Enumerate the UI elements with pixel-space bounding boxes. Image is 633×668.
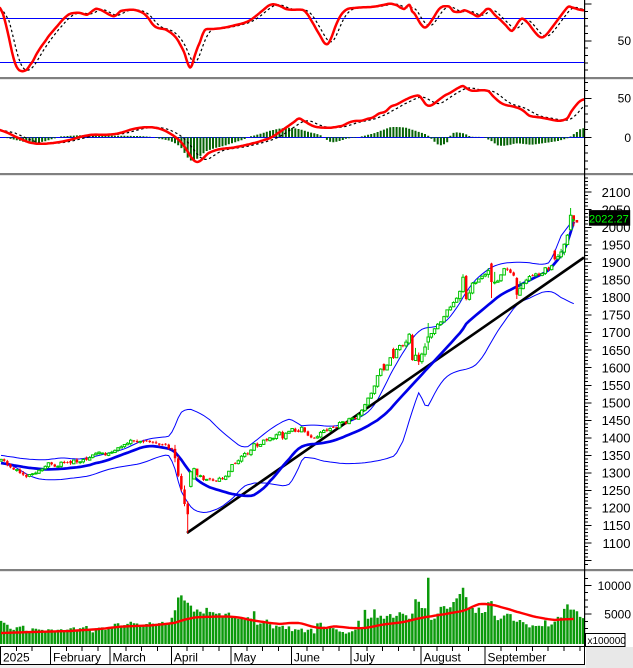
svg-text:February: February [53, 651, 101, 665]
svg-text:1100: 1100 [603, 536, 631, 551]
svg-text:x100000: x100000 [588, 636, 627, 647]
svg-text:1800: 1800 [602, 290, 631, 305]
svg-text:1200: 1200 [602, 501, 631, 516]
svg-text:March: March [113, 651, 146, 665]
svg-text:5000: 5000 [604, 608, 631, 622]
svg-text:June: June [294, 651, 320, 665]
svg-text:August: August [424, 651, 462, 665]
svg-text:1600: 1600 [602, 360, 631, 375]
svg-text:10000: 10000 [598, 579, 632, 593]
svg-text:1500: 1500 [602, 395, 631, 410]
svg-text:May: May [234, 651, 257, 665]
svg-text:1750: 1750 [602, 308, 631, 323]
svg-text:2022.27: 2022.27 [589, 213, 629, 225]
svg-text:1900: 1900 [602, 255, 631, 270]
svg-text:50: 50 [618, 92, 632, 106]
svg-text:2025: 2025 [3, 651, 30, 665]
svg-text:1250: 1250 [602, 483, 631, 498]
svg-text:1950: 1950 [602, 237, 631, 252]
svg-text:1850: 1850 [602, 273, 631, 288]
svg-text:1400: 1400 [602, 431, 631, 446]
svg-text:1700: 1700 [602, 325, 631, 340]
svg-text:1450: 1450 [602, 413, 631, 428]
svg-text:1350: 1350 [602, 448, 631, 463]
svg-text:1300: 1300 [602, 466, 631, 481]
svg-text:July: July [354, 651, 375, 665]
svg-text:50: 50 [618, 34, 632, 48]
svg-text:1550: 1550 [602, 378, 631, 393]
svg-text:0: 0 [624, 131, 631, 145]
svg-text:2100: 2100 [602, 185, 631, 200]
svg-text:1150: 1150 [603, 518, 631, 533]
svg-text:1650: 1650 [602, 343, 631, 358]
svg-text:April: April [174, 651, 198, 665]
svg-text:September: September [488, 651, 547, 665]
